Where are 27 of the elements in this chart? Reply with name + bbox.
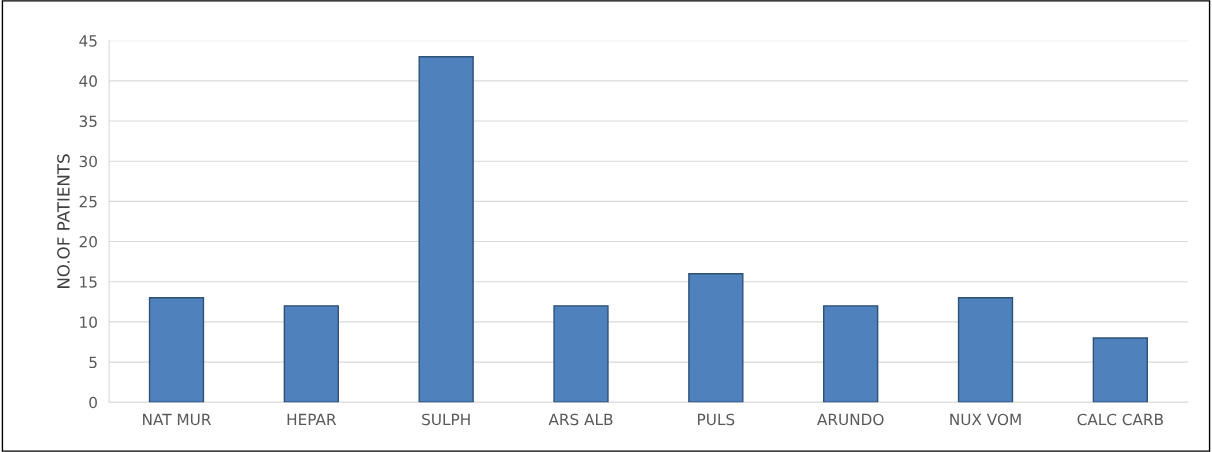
y-tick-label: 25 — [79, 195, 97, 208]
x-tick-label: ARUNDO — [817, 413, 884, 426]
bar — [283, 305, 339, 403]
y-tick-label: 5 — [89, 356, 97, 369]
y-tick-label: 45 — [79, 35, 97, 47]
y-tick-label: 15 — [80, 276, 97, 288]
x-tick-label: NAT MUR — [143, 413, 211, 426]
y-tick-label: 30 — [79, 155, 97, 168]
x-tick-label: SULPH — [422, 413, 470, 426]
x-tick-label: PULS — [698, 413, 735, 426]
x-tick-label: NUX VOM — [950, 413, 1021, 426]
bar — [688, 273, 744, 403]
y-tick-label: 10 — [80, 316, 97, 328]
bar — [553, 305, 609, 403]
bar — [418, 56, 474, 403]
y-tick-label: 20 — [79, 236, 97, 248]
x-tick-label: CALC CARB — [1077, 413, 1163, 426]
bar — [823, 305, 879, 403]
y-tick-label: 40 — [79, 75, 97, 87]
x-tick-label: HEPAR — [287, 413, 337, 425]
bar — [1092, 337, 1149, 403]
y-tick-label: 35 — [79, 115, 97, 128]
y-tick-label: 0 — [89, 396, 97, 409]
bar — [957, 297, 1014, 403]
x-tick-label: ARS ALB — [548, 413, 613, 426]
bar — [148, 297, 205, 403]
y-axis-title: NO.OF PATIENTS — [57, 154, 70, 288]
